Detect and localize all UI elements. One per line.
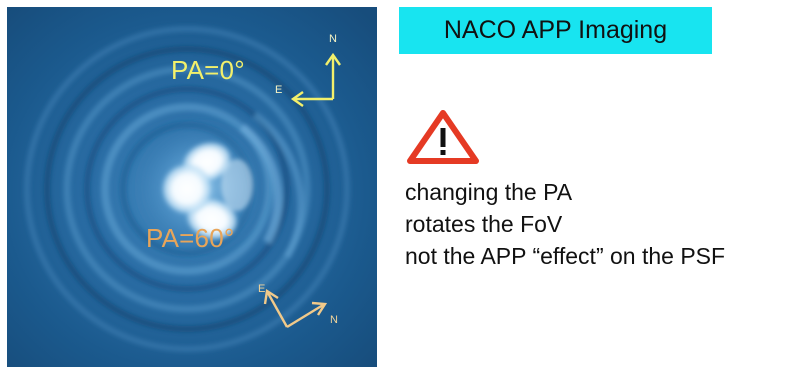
slide-title: NACO APP Imaging [443, 16, 668, 44]
compass-top-north-label: N [329, 33, 337, 45]
compass-bottom [263, 289, 328, 329]
title-box: NACO APP Imaging [399, 7, 712, 54]
compass-bottom-north-label: N [330, 314, 338, 326]
pa-0-label: PA=0° [171, 55, 245, 85]
compass-bottom-east-label: E [258, 283, 266, 295]
pa-60-label: PA=60° [146, 223, 235, 253]
warning-triangle-icon [404, 108, 482, 166]
compass-top [290, 52, 341, 107]
warning-note: changing the PA rotates the FoV not the … [405, 176, 725, 272]
compass-top-east-label: E [275, 84, 283, 96]
note-line: not the APP “effect” on the PSF [405, 243, 726, 269]
psf-image-render [7, 7, 377, 367]
note-line: changing the PA [405, 179, 573, 205]
psf-core [161, 141, 253, 241]
psf-image [7, 7, 377, 367]
note-line: rotates the FoV [405, 211, 563, 237]
